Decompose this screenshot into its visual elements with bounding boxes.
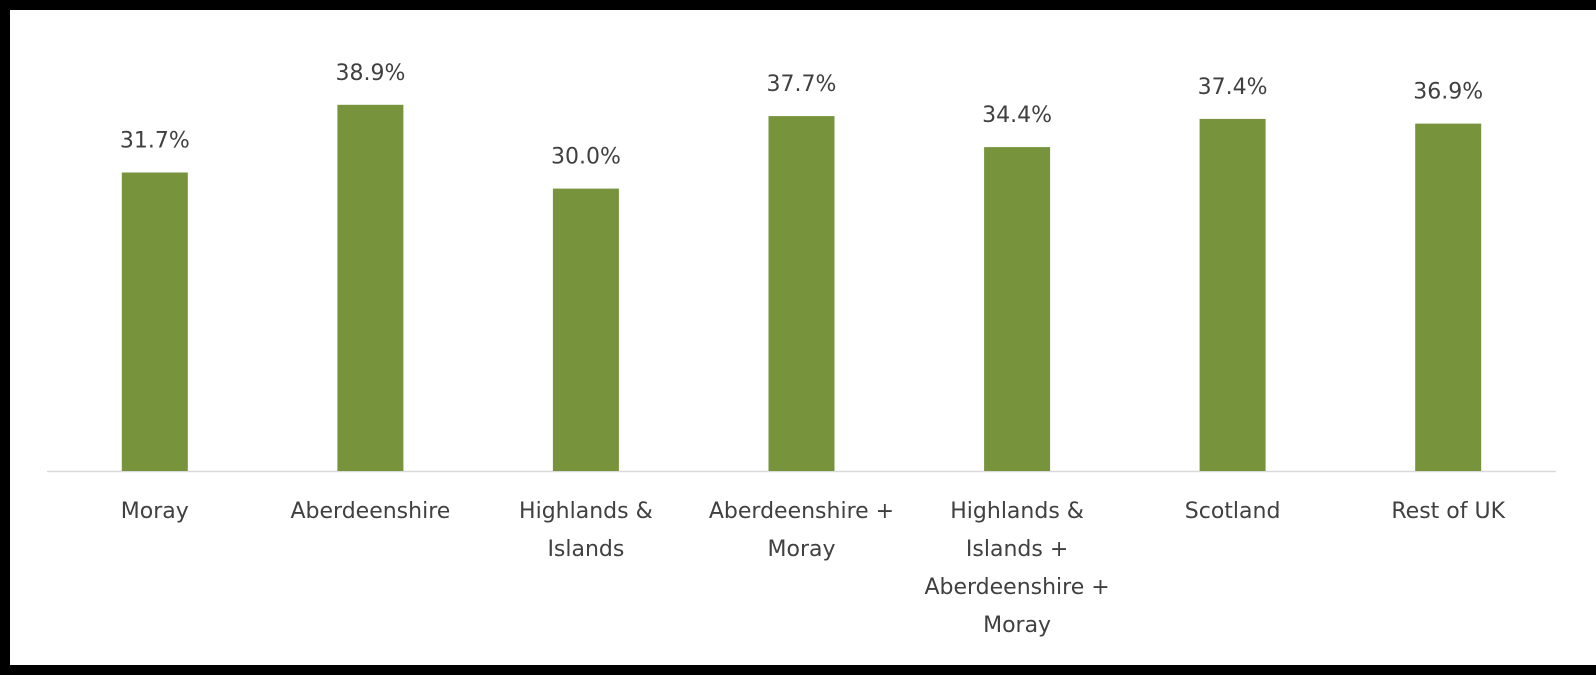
category-label-line: Scotland xyxy=(1185,499,1281,524)
bar-chart: 31.7% Moray 38.9% Aberdeenshire 30.0% Highlan… xyxy=(47,61,1556,638)
category-label-6: Rest of UK xyxy=(1391,499,1505,524)
category-label-4: Highlands & Islands + Aberdeenshire + Moray xyxy=(924,499,1109,638)
category-label-5: Scotland xyxy=(1185,499,1281,524)
bar-5 xyxy=(1199,118,1266,472)
category-label-line: Aberdeenshire + xyxy=(709,499,894,524)
category-label-line: Moray xyxy=(121,499,189,524)
category-label-line: Moray xyxy=(768,537,836,562)
category-label-line: Rest of UK xyxy=(1391,499,1505,524)
category-label-line: Highlands & xyxy=(950,499,1084,524)
category-label-line: Aberdeenshire xyxy=(290,499,450,524)
bar-4 xyxy=(984,147,1051,471)
category-label-line: Highlands & xyxy=(519,499,653,524)
data-label-1: 38.9% xyxy=(335,61,405,86)
category-label-1: Aberdeenshire xyxy=(290,499,450,524)
data-label-6: 36.9% xyxy=(1413,80,1483,105)
bar-2 xyxy=(552,188,619,471)
category-label-line: Islands xyxy=(547,537,624,562)
bar-3 xyxy=(768,116,835,471)
data-label-0: 31.7% xyxy=(120,129,190,154)
data-label-5: 37.4% xyxy=(1198,75,1268,100)
category-label-line: Aberdeenshire + xyxy=(924,575,1109,600)
category-label-2: Highlands & Islands xyxy=(519,499,653,562)
category-label-line: Moray xyxy=(983,613,1051,638)
chart-frame: 31.7% Moray 38.9% Aberdeenshire 30.0% Highlan… xyxy=(10,10,1596,665)
data-label-3: 37.7% xyxy=(767,72,837,97)
bar-6 xyxy=(1415,123,1482,471)
data-label-2: 30.0% xyxy=(551,145,621,170)
category-label-0: Moray xyxy=(121,499,189,524)
bar-1 xyxy=(337,104,404,472)
data-label-4: 34.4% xyxy=(982,103,1052,128)
category-label-3: Aberdeenshire + Moray xyxy=(709,499,894,562)
bar-0 xyxy=(121,172,188,471)
category-label-line: Islands + xyxy=(966,537,1068,562)
